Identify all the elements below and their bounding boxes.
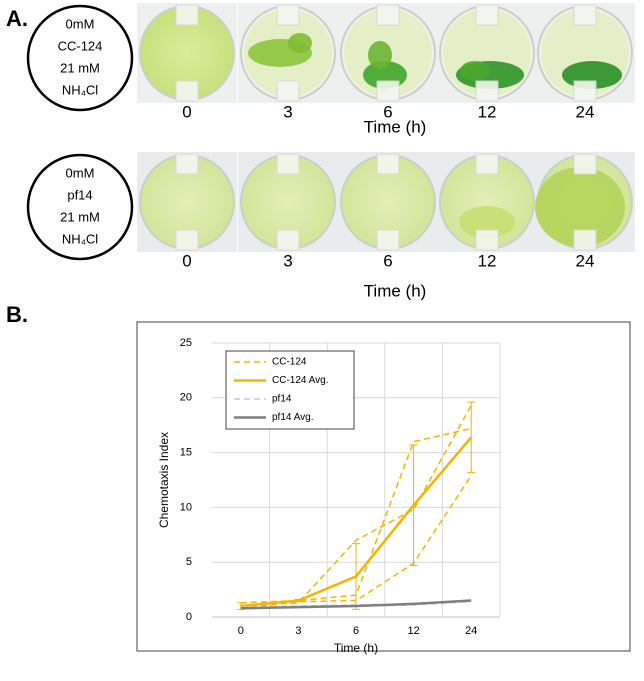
legend-box — [225, 350, 355, 430]
time-label: 12 — [478, 102, 497, 121]
circle-label: NH₄Cl — [62, 82, 98, 97]
y-axis-title: Chemotaxis Index — [157, 432, 171, 528]
error-bar — [409, 444, 418, 566]
x-axis-title: Time (h) — [334, 641, 378, 655]
time-label: 0 — [182, 251, 191, 270]
agar-plug — [475, 153, 499, 175]
agar-plug — [573, 4, 597, 26]
legend-label: pf14 Avg. — [272, 412, 314, 423]
cell-cluster — [288, 33, 312, 53]
time-label: 3 — [283, 102, 292, 121]
axis-title: Time (h) — [364, 117, 427, 136]
time-label: 24 — [576, 102, 595, 121]
circle-label: CC-124 — [58, 38, 103, 53]
agar-plug — [175, 153, 199, 175]
x-tick-label: 24 — [465, 625, 477, 637]
time-label: 3 — [283, 251, 292, 270]
legend-label: CC-124 Avg. — [272, 375, 329, 386]
circle-label: 21 mM — [60, 60, 100, 75]
cell-cluster — [535, 167, 625, 247]
agar-plug — [573, 229, 597, 251]
time-label: 6 — [383, 251, 392, 270]
legend-label: CC-124 — [272, 357, 307, 368]
y-tick-label: 10 — [180, 501, 192, 513]
legend-label: pf14 — [272, 394, 292, 405]
agar-plug — [175, 80, 199, 102]
x-tick-label: 12 — [407, 625, 419, 637]
panel-label: B. — [6, 302, 28, 327]
x-tick-label: 0 — [238, 625, 244, 637]
agar-plug — [175, 4, 199, 26]
y-tick-label: 0 — [186, 611, 192, 623]
time-label: 12 — [478, 251, 497, 270]
chart-frame — [136, 321, 631, 652]
agar-plug — [376, 4, 400, 26]
error-bar — [467, 401, 476, 473]
agar-plug — [276, 153, 300, 175]
sample-circle — [26, 4, 134, 112]
circle-label: 0mM — [66, 165, 95, 180]
agar-plug — [376, 153, 400, 175]
time-label: 24 — [576, 251, 595, 270]
time-label: 6 — [383, 102, 392, 121]
axis-title: Time (h) — [364, 281, 427, 300]
agar-plug — [573, 80, 597, 102]
error-bar — [294, 598, 303, 603]
y-tick-label: 5 — [186, 556, 192, 568]
x-tick-label: 3 — [295, 625, 301, 637]
agar-plug — [276, 4, 300, 26]
time-label: 0 — [182, 102, 191, 121]
circle-label: 21 mM — [60, 209, 100, 224]
agar-plug — [475, 229, 499, 251]
x-tick-label: 6 — [353, 625, 359, 637]
panel-label: A. — [6, 6, 28, 31]
circle-label: 0mM — [66, 16, 95, 31]
cell-cluster — [368, 41, 392, 69]
agar-plug — [175, 229, 199, 251]
circle-label: NH₄Cl — [62, 231, 98, 246]
sample-circle — [26, 153, 134, 261]
agar-plug — [276, 80, 300, 102]
average-line — [240, 599, 472, 610]
circle-label: pf14 — [67, 187, 92, 202]
y-tick-label: 25 — [180, 337, 192, 349]
agar-plug — [475, 4, 499, 26]
agar-plug — [573, 153, 597, 175]
error-bar — [352, 543, 360, 610]
agar-plug — [276, 229, 300, 251]
y-tick-label: 15 — [180, 447, 192, 459]
y-tick-label: 20 — [180, 392, 192, 404]
agar-plug — [376, 229, 400, 251]
agar-plug — [475, 80, 499, 102]
cell-cluster — [460, 61, 490, 81]
replicate-line — [240, 405, 472, 607]
cell-cluster — [459, 206, 515, 238]
agar-plug — [376, 80, 400, 102]
